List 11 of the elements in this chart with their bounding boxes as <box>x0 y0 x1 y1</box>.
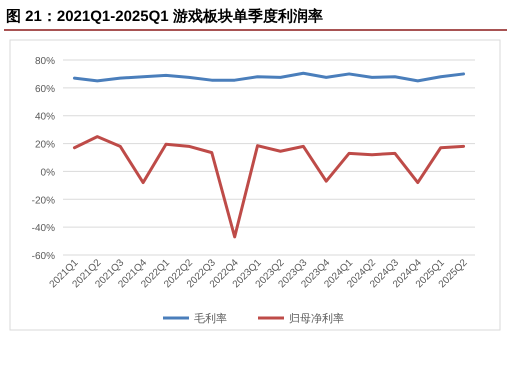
y-tick-label: 40% <box>34 112 56 123</box>
y-tick-label: 20% <box>34 140 56 151</box>
legend-label: 归母净利率 <box>289 312 344 325</box>
legend-label: 毛利率 <box>194 312 227 325</box>
y-tick-label: 80% <box>34 56 56 67</box>
y-tick-label: -60% <box>32 251 56 262</box>
chart-title: 图 21：2021Q1-2025Q1 游戏板块单季度利润率 <box>6 7 323 25</box>
y-tick-label: -20% <box>32 195 56 206</box>
y-tick-label: -40% <box>32 223 56 234</box>
y-tick-label: 60% <box>34 84 56 95</box>
y-tick-label: 0% <box>40 167 56 178</box>
